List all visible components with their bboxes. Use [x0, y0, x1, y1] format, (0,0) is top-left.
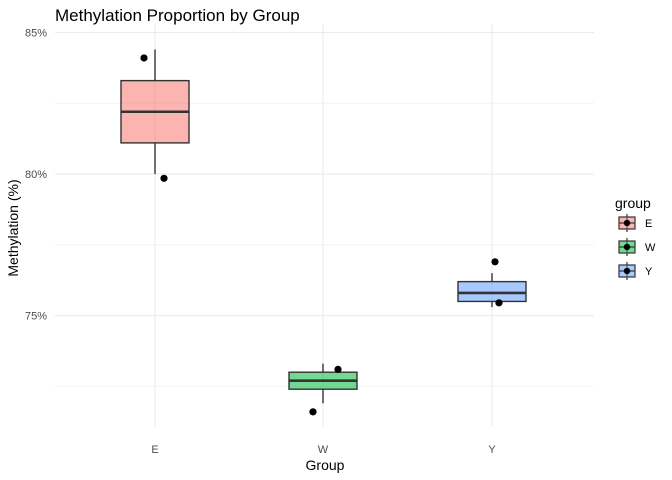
data-point — [334, 365, 342, 373]
legend-key-point — [623, 243, 631, 251]
box-body — [457, 280, 527, 303]
x-tick-label: E — [151, 444, 158, 456]
box-e — [120, 49, 190, 175]
legend-key-point — [623, 267, 631, 275]
legend-key-y — [617, 262, 637, 280]
y-tick-label: 80% — [25, 169, 47, 181]
data-point — [309, 408, 317, 416]
points-layer — [140, 54, 503, 416]
legend-key-e — [617, 214, 637, 232]
data-point — [160, 174, 168, 182]
y-tick-label: 75% — [25, 311, 47, 323]
x-axis-label: Group — [306, 457, 345, 473]
legend-key-point — [623, 219, 631, 227]
boxes-layer — [120, 49, 527, 404]
x-tick-label: Y — [488, 444, 496, 456]
x-tick-label: W — [318, 444, 329, 456]
y-axis-ticks: 85% 80% 75% — [25, 27, 47, 322]
legend-label-y: Y — [645, 266, 653, 278]
data-point — [140, 54, 148, 62]
y-tick-label: 85% — [25, 27, 47, 39]
chart-title: Methylation Proportion by Group — [55, 6, 300, 25]
legend-title: group — [615, 195, 651, 211]
box-y — [457, 273, 527, 308]
legend-key-w — [617, 238, 637, 256]
legend-label-e: E — [645, 218, 652, 230]
legend-label-w: W — [645, 242, 656, 254]
data-point — [495, 299, 503, 307]
box-w — [288, 363, 358, 404]
y-axis-label: Methylation (%) — [5, 179, 21, 276]
legend: group EWY — [615, 195, 656, 280]
data-point — [491, 258, 499, 266]
